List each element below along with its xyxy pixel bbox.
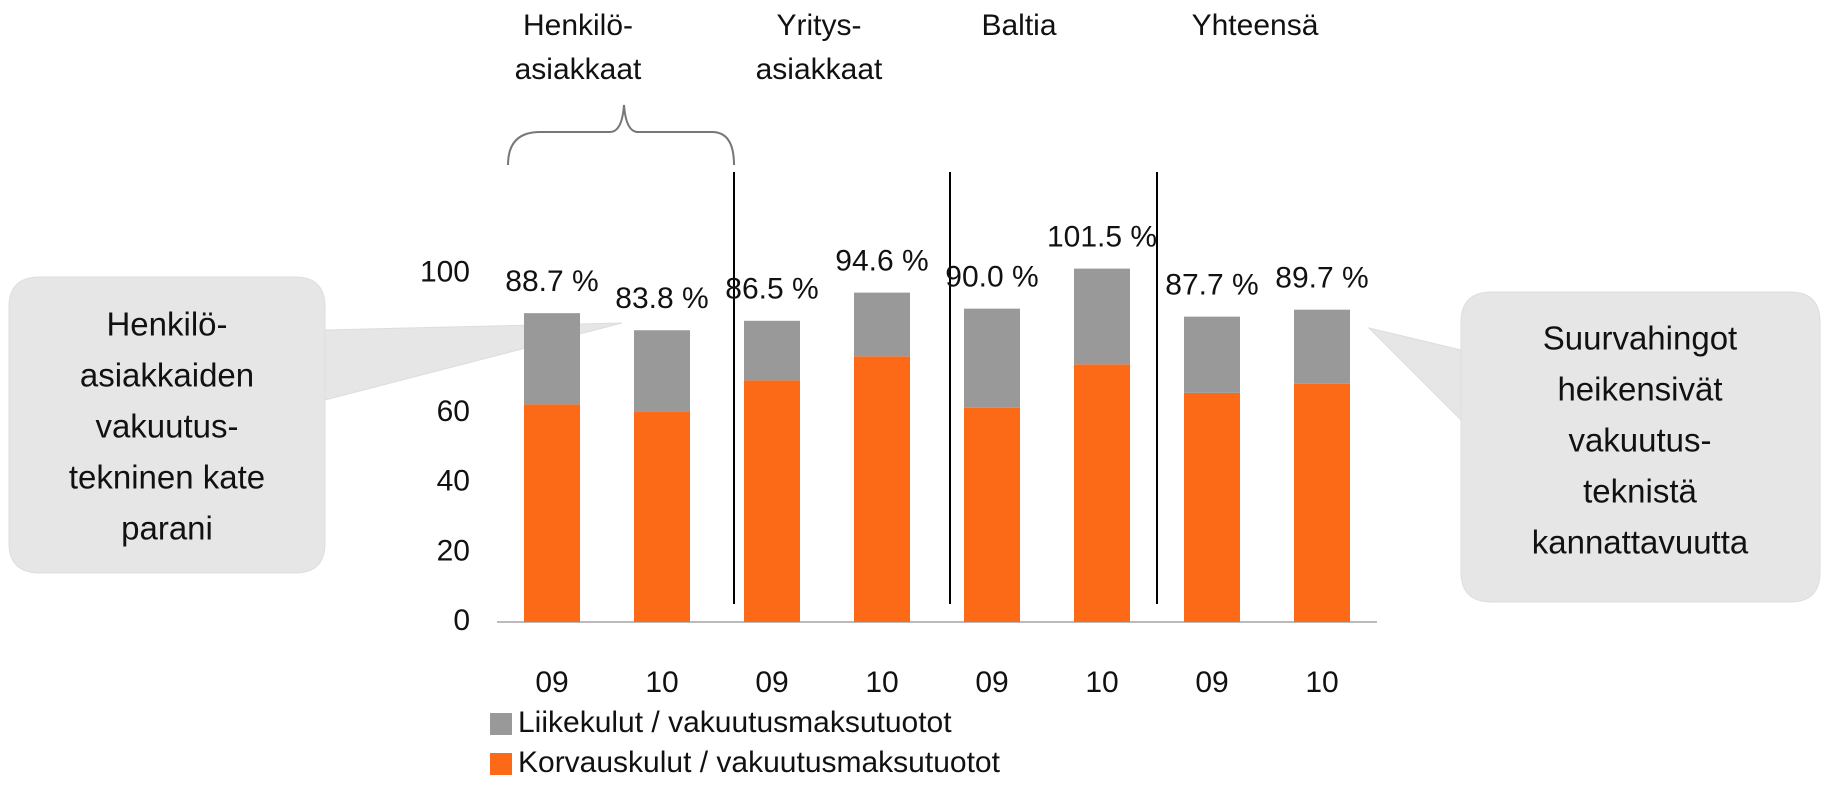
x-tick-label: 09 (755, 666, 788, 699)
total-label: 101.5 % (1047, 221, 1157, 254)
x-tick-label: 10 (865, 666, 898, 699)
bar-segment (964, 308, 1020, 408)
y-tick-label: 60 (437, 395, 470, 428)
y-tick-label: 20 (437, 534, 470, 567)
x-tick-label: 10 (1305, 666, 1338, 699)
legend-swatch (490, 753, 512, 775)
group-label: Baltia (981, 9, 1056, 42)
y-tick-label: 100 (420, 256, 470, 289)
total-label: 90.0 % (945, 261, 1038, 294)
total-label: 86.5 % (725, 273, 818, 306)
x-tick-label: 09 (975, 666, 1008, 699)
bar-segment (1184, 392, 1240, 622)
group-label: Yritys- (777, 9, 862, 42)
callout-bubble (1367, 291, 1821, 603)
group-label: Yhteensä (1192, 9, 1319, 42)
legend-swatch (490, 713, 512, 735)
group-label: asiakkaat (756, 53, 883, 86)
group-label: asiakkaat (515, 53, 642, 86)
bar-segment (634, 330, 690, 412)
bar-segment (854, 292, 910, 357)
x-tick-label: 09 (1195, 666, 1228, 699)
legend-label: Liikekulut / vakuutusmaksutuotot (518, 706, 952, 739)
callout-text: tekninen kate (69, 459, 265, 496)
group-label: Henkilö- (523, 9, 633, 42)
x-tick-label: 10 (1085, 666, 1118, 699)
callout-text: Henkilö- (106, 306, 227, 343)
x-tick-label: 10 (645, 666, 678, 699)
y-tick-label: 40 (437, 465, 470, 498)
x-tick-label: 09 (535, 666, 568, 699)
bar-segment (1184, 316, 1240, 393)
bar-segment (1074, 364, 1130, 622)
bar-segment (854, 356, 910, 622)
callout-text: asiakkaiden (80, 357, 254, 394)
callout-text: teknistä (1583, 473, 1697, 510)
total-label: 88.7 % (505, 265, 598, 298)
callout-text: kannattavuutta (1532, 524, 1749, 561)
bar-segment (634, 411, 690, 622)
callout-text: Suurvahingot (1543, 320, 1737, 357)
bar-segment (524, 404, 580, 622)
bar-segment (744, 320, 800, 381)
callout-text: parani (121, 510, 213, 547)
bar-segment (964, 407, 1020, 622)
total-label: 87.7 % (1165, 269, 1258, 302)
y-tick-label: 0 (453, 604, 470, 637)
callout-text: heikensivät (1557, 371, 1722, 408)
bar-segment (1294, 309, 1350, 384)
total-label: 89.7 % (1275, 262, 1368, 295)
bar-segment (1294, 383, 1350, 622)
total-label: 83.8 % (615, 282, 708, 315)
legend-label: Korvauskulut / vakuutusmaksutuotot (518, 746, 1001, 779)
callout-bubble (8, 276, 623, 574)
bar-segment (524, 313, 580, 405)
bar-segment (1074, 268, 1130, 365)
callout-text: vakuutus- (1568, 422, 1711, 459)
brace (507, 104, 735, 166)
bar-segment (744, 380, 800, 622)
callout-text: vakuutus- (95, 408, 238, 445)
total-label: 94.6 % (835, 245, 928, 278)
